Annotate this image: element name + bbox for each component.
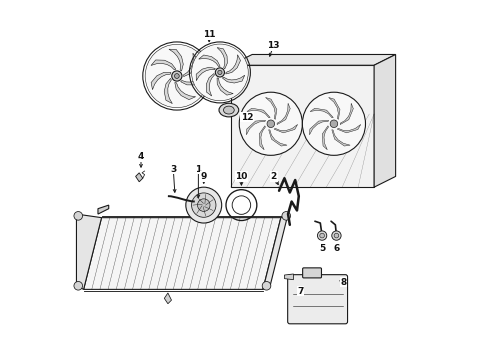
Text: 3: 3 (170, 165, 176, 174)
Polygon shape (269, 130, 287, 146)
Polygon shape (199, 55, 220, 67)
Polygon shape (151, 60, 176, 70)
Polygon shape (169, 49, 183, 71)
Polygon shape (164, 293, 171, 304)
Polygon shape (217, 78, 233, 95)
Ellipse shape (223, 106, 234, 114)
Text: 10: 10 (235, 172, 247, 181)
Polygon shape (151, 72, 171, 90)
Circle shape (332, 231, 341, 240)
Circle shape (282, 212, 291, 220)
Circle shape (172, 71, 182, 81)
Circle shape (197, 199, 210, 211)
Circle shape (174, 73, 179, 78)
Circle shape (239, 92, 302, 155)
Text: 13: 13 (268, 41, 280, 50)
Polygon shape (266, 98, 277, 120)
Polygon shape (184, 53, 197, 77)
Polygon shape (222, 75, 245, 83)
FancyBboxPatch shape (288, 275, 347, 324)
Circle shape (74, 212, 82, 220)
Text: 6: 6 (333, 244, 340, 253)
Text: 8: 8 (341, 278, 347, 287)
FancyBboxPatch shape (303, 268, 321, 278)
Polygon shape (181, 74, 205, 85)
Polygon shape (196, 67, 215, 81)
Polygon shape (247, 108, 270, 118)
Text: 7: 7 (297, 287, 304, 296)
Circle shape (145, 44, 209, 108)
Polygon shape (322, 126, 328, 150)
Circle shape (302, 92, 366, 155)
Polygon shape (76, 214, 101, 289)
Text: 5: 5 (319, 244, 325, 253)
Text: 11: 11 (203, 30, 216, 39)
Polygon shape (231, 65, 374, 187)
Polygon shape (136, 173, 143, 182)
Text: 9: 9 (200, 172, 207, 181)
Circle shape (320, 233, 324, 238)
Polygon shape (84, 218, 281, 289)
Polygon shape (231, 54, 395, 65)
Circle shape (330, 120, 338, 127)
Circle shape (218, 70, 222, 75)
Circle shape (192, 193, 216, 217)
Circle shape (334, 233, 339, 238)
Circle shape (74, 282, 82, 290)
Polygon shape (332, 130, 350, 146)
Circle shape (318, 231, 327, 240)
Ellipse shape (219, 103, 239, 117)
Circle shape (262, 282, 271, 290)
Circle shape (215, 68, 224, 77)
Polygon shape (329, 98, 340, 120)
Polygon shape (310, 120, 329, 135)
Polygon shape (226, 55, 241, 74)
Polygon shape (98, 205, 109, 214)
Polygon shape (274, 125, 297, 133)
Text: 2: 2 (270, 172, 277, 181)
Polygon shape (340, 103, 353, 125)
Polygon shape (310, 108, 333, 118)
Polygon shape (164, 78, 172, 104)
Polygon shape (277, 103, 290, 125)
Polygon shape (175, 82, 196, 100)
Circle shape (186, 187, 221, 223)
Polygon shape (285, 274, 294, 280)
Polygon shape (259, 126, 266, 150)
Polygon shape (374, 54, 395, 187)
Text: 1: 1 (195, 165, 201, 174)
Polygon shape (206, 73, 215, 96)
Circle shape (267, 120, 274, 127)
Polygon shape (337, 125, 361, 133)
Polygon shape (217, 48, 227, 69)
Text: 4: 4 (138, 152, 144, 161)
Polygon shape (263, 214, 288, 289)
Polygon shape (246, 120, 266, 135)
Text: 12: 12 (241, 113, 253, 122)
Circle shape (192, 44, 248, 101)
